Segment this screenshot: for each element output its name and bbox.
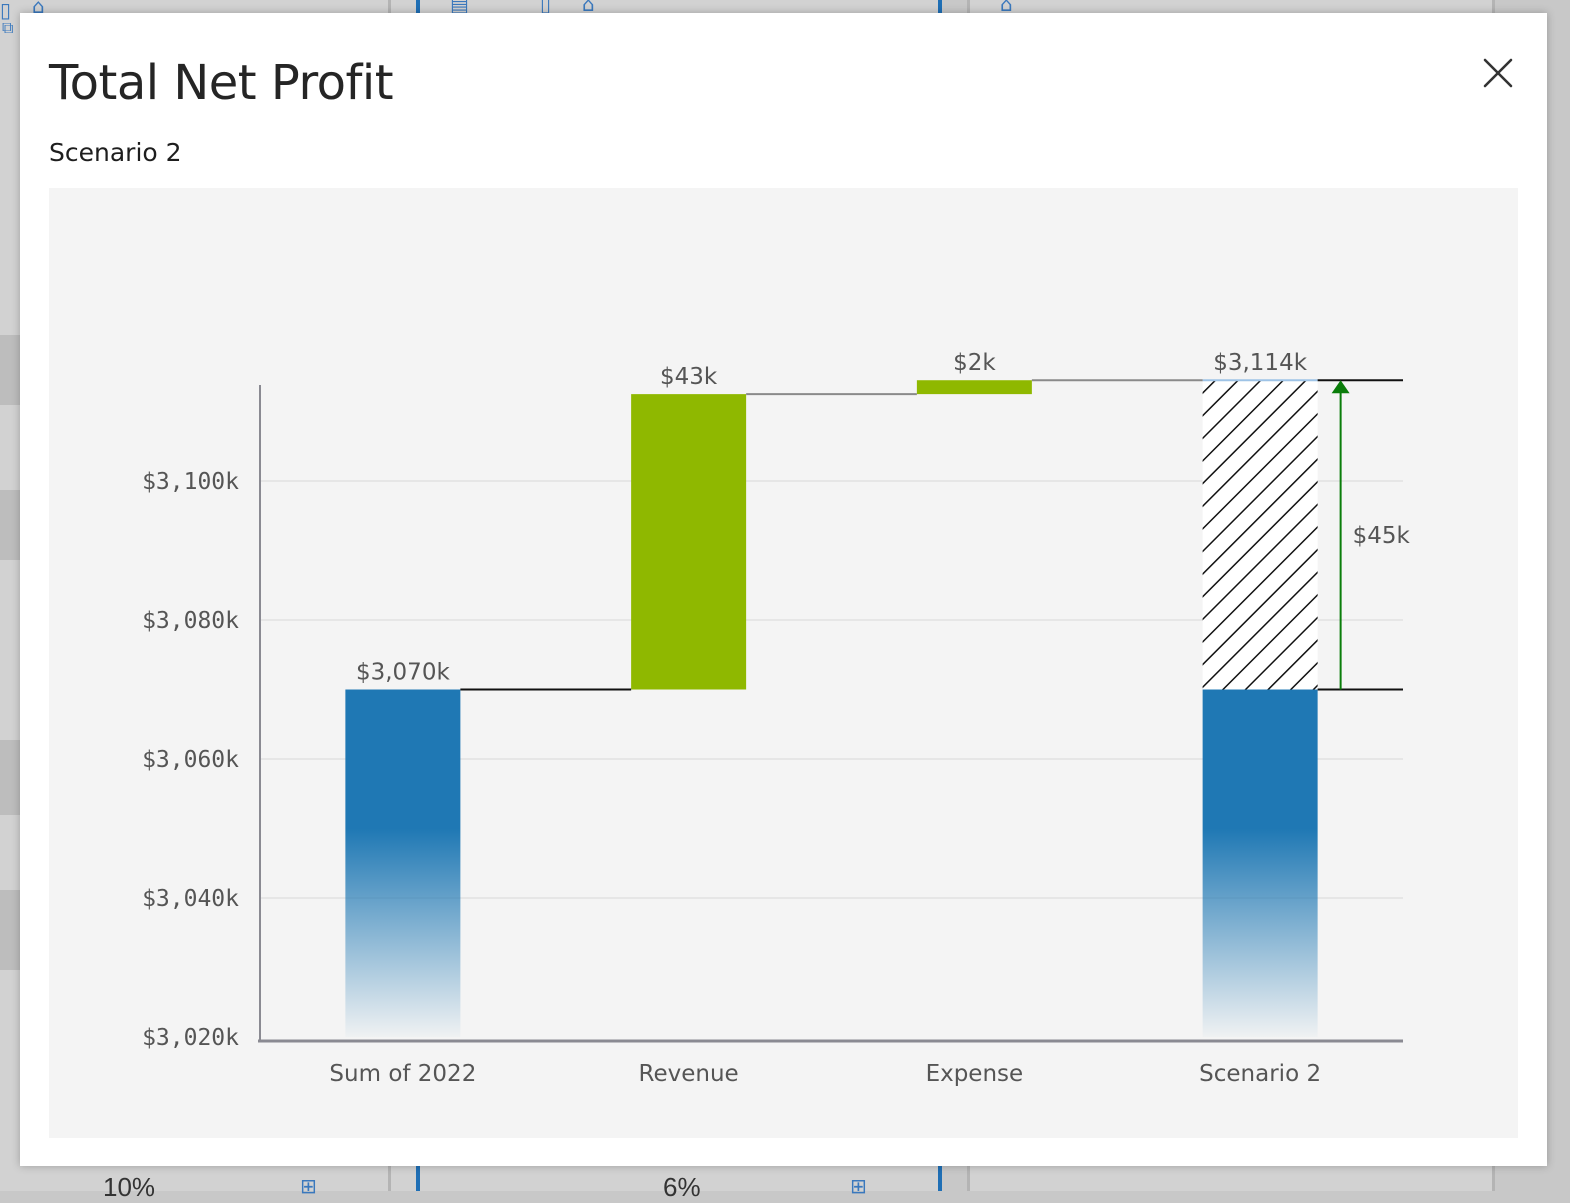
delta-label: $45k	[1353, 523, 1411, 549]
data-label: $3,114k	[1213, 350, 1307, 376]
expand-icon[interactable]: ⧉	[2, 18, 14, 37]
table-icon[interactable]: ▤	[450, 0, 469, 16]
chart-panel: $3,020k $3,040k $3,060k $3,080k $3,100k $3,07…	[49, 188, 1518, 1138]
column-accent	[416, 1166, 420, 1191]
data-label: $2k	[953, 350, 996, 376]
column-accent	[938, 1166, 942, 1191]
delete-icon[interactable]: ⌂	[1000, 0, 1013, 16]
bar-scenario-2-base	[1202, 689, 1318, 1037]
x-category-label: Expense	[926, 1061, 1024, 1087]
close-button[interactable]	[1476, 51, 1520, 95]
y-tick-label: $3,020k	[142, 1025, 239, 1051]
bar-revenue	[631, 394, 747, 690]
modal-title: Total Net Profit	[49, 55, 394, 111]
add-icon[interactable]: ⊞	[850, 1174, 867, 1198]
delete-icon[interactable]: ⌂	[582, 0, 595, 16]
bar-expense	[916, 380, 1032, 395]
document-icon[interactable]: ▯	[0, 0, 12, 22]
waterfall-chart: $3,020k $3,040k $3,060k $3,080k $3,100k $3,07…	[142, 350, 1411, 1087]
x-category-label: Scenario 2	[1199, 1061, 1321, 1087]
bar-scenario-2-delta	[1202, 380, 1318, 690]
column-accent	[938, 0, 942, 16]
chart-modal: Total Net Profit Scenario 2 $3,02	[20, 13, 1547, 1166]
y-tick-label: $3,080k	[142, 608, 239, 634]
modal-subtitle: Scenario 2	[49, 138, 182, 167]
data-label: $43k	[660, 364, 718, 390]
y-tick-label: $3,040k	[142, 886, 239, 912]
delete-icon[interactable]: ⌂	[32, 0, 45, 18]
add-icon[interactable]: ⊞	[300, 1174, 317, 1198]
bar-sum-of-2022	[345, 689, 461, 1037]
close-icon[interactable]	[1476, 51, 1520, 95]
row-shade	[0, 740, 20, 815]
document-icon[interactable]: ▯	[540, 0, 552, 16]
column-accent	[416, 0, 420, 16]
row-shade	[0, 335, 20, 405]
data-label: $3,070k	[356, 660, 450, 686]
cell-value: 6%	[663, 1172, 701, 1202]
row-shade	[0, 890, 20, 970]
x-category-label: Sum of 2022	[329, 1061, 476, 1087]
y-tick-label: $3,060k	[142, 747, 239, 773]
cell-value: 10%	[103, 1172, 156, 1202]
x-category-label: Revenue	[639, 1061, 739, 1087]
delta-arrow-head	[1331, 380, 1350, 394]
y-tick-label: $3,100k	[142, 469, 239, 495]
row-shade	[0, 490, 20, 560]
